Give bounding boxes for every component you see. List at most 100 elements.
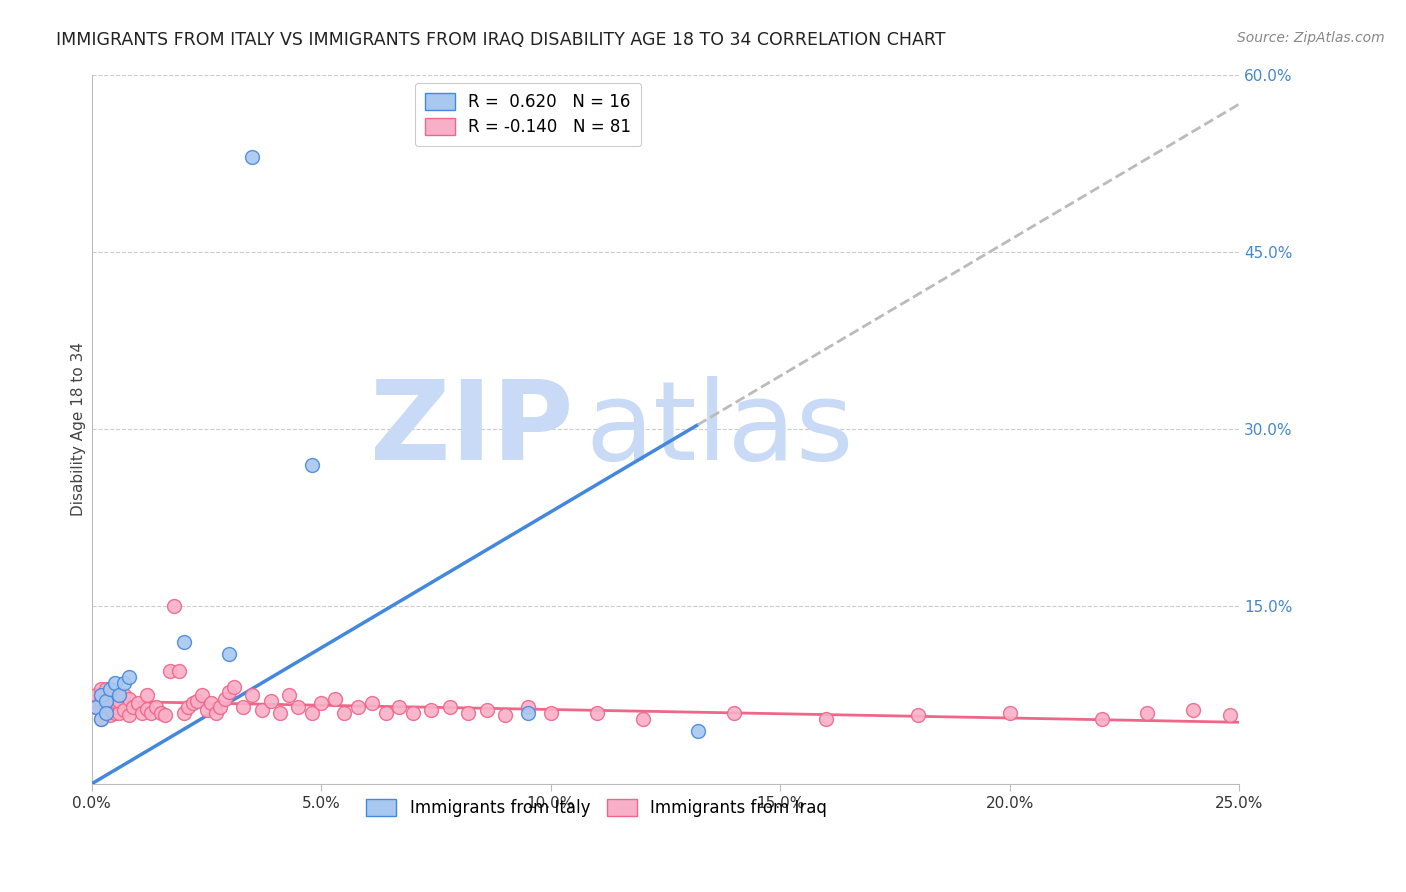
Point xyxy=(360,697,382,711)
Point xyxy=(204,706,226,720)
Point xyxy=(145,699,167,714)
Point xyxy=(494,708,516,723)
Point xyxy=(475,703,498,717)
Point xyxy=(311,697,333,711)
Point xyxy=(90,712,112,726)
Point xyxy=(117,670,139,684)
Point xyxy=(347,699,370,714)
Point xyxy=(112,688,135,702)
Point xyxy=(631,712,654,726)
Point xyxy=(585,706,607,720)
Point xyxy=(149,706,172,720)
Point xyxy=(94,699,117,714)
Point xyxy=(333,706,356,720)
Point xyxy=(218,647,240,661)
Point xyxy=(191,688,214,702)
Point xyxy=(86,699,108,714)
Point xyxy=(1090,712,1112,726)
Point xyxy=(287,699,309,714)
Point xyxy=(94,682,117,697)
Point xyxy=(131,706,153,720)
Point xyxy=(301,706,323,720)
Point xyxy=(127,697,149,711)
Point xyxy=(686,723,709,738)
Point xyxy=(86,699,108,714)
Point xyxy=(86,688,108,702)
Point xyxy=(173,635,195,649)
Y-axis label: Disability Age 18 to 34: Disability Age 18 to 34 xyxy=(72,343,86,516)
Point xyxy=(402,706,425,720)
Point xyxy=(135,702,157,716)
Point xyxy=(815,712,838,726)
Text: IMMIGRANTS FROM ITALY VS IMMIGRANTS FROM IRAQ DISABILITY AGE 18 TO 34 CORRELATIO: IMMIGRANTS FROM ITALY VS IMMIGRANTS FROM… xyxy=(56,31,946,49)
Point xyxy=(388,699,411,714)
Point xyxy=(222,680,245,694)
Point xyxy=(90,694,112,708)
Point xyxy=(141,706,163,720)
Point xyxy=(86,694,108,708)
Point xyxy=(173,706,195,720)
Point xyxy=(1182,703,1205,717)
Text: Source: ZipAtlas.com: Source: ZipAtlas.com xyxy=(1237,31,1385,45)
Point xyxy=(98,699,121,714)
Point xyxy=(122,699,145,714)
Point xyxy=(301,458,323,472)
Point xyxy=(195,703,218,717)
Point xyxy=(186,694,208,708)
Point xyxy=(155,708,177,723)
Point xyxy=(260,694,283,708)
Point xyxy=(117,708,139,723)
Point xyxy=(269,706,291,720)
Point xyxy=(209,699,232,714)
Point xyxy=(98,708,121,723)
Point xyxy=(540,706,562,720)
Point xyxy=(104,688,127,702)
Point xyxy=(457,706,479,720)
Point xyxy=(108,688,131,702)
Text: atlas: atlas xyxy=(585,376,853,483)
Point xyxy=(907,708,929,723)
Legend: Immigrants from Italy, Immigrants from Iraq: Immigrants from Italy, Immigrants from I… xyxy=(359,790,835,825)
Point xyxy=(723,706,745,720)
Point xyxy=(104,706,127,720)
Point xyxy=(90,682,112,697)
Point xyxy=(117,691,139,706)
Point xyxy=(218,684,240,698)
Point xyxy=(104,699,127,714)
Point xyxy=(112,703,135,717)
Point xyxy=(181,697,204,711)
Point xyxy=(439,699,461,714)
Point xyxy=(516,699,538,714)
Point xyxy=(94,694,117,708)
Point xyxy=(250,703,273,717)
Point xyxy=(94,706,117,720)
Point xyxy=(1136,706,1159,720)
Point xyxy=(242,150,264,164)
Point xyxy=(1219,708,1241,723)
Point xyxy=(90,688,112,702)
Point xyxy=(278,688,301,702)
Point xyxy=(200,697,222,711)
Point xyxy=(135,688,157,702)
Text: ZIP: ZIP xyxy=(370,376,574,483)
Point xyxy=(112,676,135,690)
Point xyxy=(167,665,190,679)
Point xyxy=(104,694,127,708)
Point xyxy=(104,676,127,690)
Point xyxy=(108,706,131,720)
Point xyxy=(98,682,121,697)
Point xyxy=(242,688,264,702)
Point xyxy=(98,688,121,702)
Point xyxy=(108,694,131,708)
Point xyxy=(214,691,236,706)
Point xyxy=(90,699,112,714)
Point xyxy=(998,706,1021,720)
Point xyxy=(163,599,186,614)
Point xyxy=(90,712,112,726)
Point xyxy=(374,706,396,720)
Point xyxy=(159,665,181,679)
Point xyxy=(177,699,200,714)
Point xyxy=(94,694,117,708)
Point xyxy=(420,703,443,717)
Point xyxy=(232,699,254,714)
